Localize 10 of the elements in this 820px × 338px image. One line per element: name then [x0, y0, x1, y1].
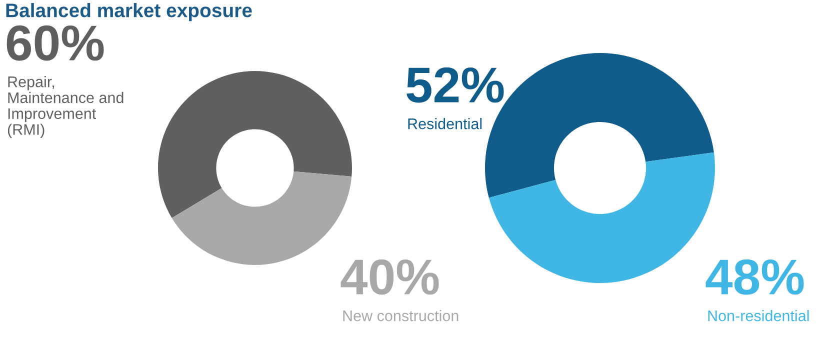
chart-title: Balanced market exposure [6, 3, 252, 22]
slice-label: Residential [408, 118, 482, 130]
slice-label: Non-residential [708, 310, 809, 322]
data-label: 60% [6, 25, 104, 61]
slice-label: Repair, Maintenance and Improvement (RMI) [8, 76, 124, 138]
slice-label: New construction [343, 310, 458, 322]
data-label: 52% [406, 67, 504, 103]
data-label: 48% [706, 259, 804, 295]
data-label: 40% [340, 259, 439, 295]
donut-slice [158, 71, 352, 218]
